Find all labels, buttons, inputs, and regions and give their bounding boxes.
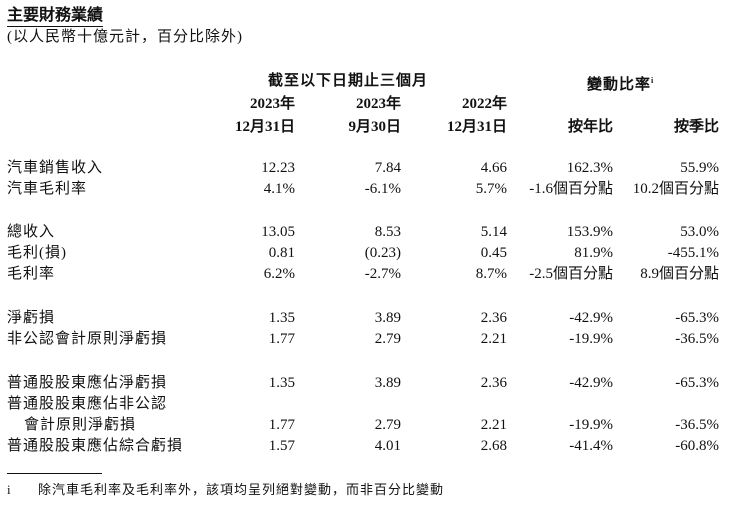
cell-value: 2.79 xyxy=(374,331,401,347)
change-group-header: 變動比率i xyxy=(587,71,654,95)
cell-value: 4.1% xyxy=(263,181,295,197)
row-label: 毛利(損) xyxy=(7,245,67,261)
footnote-marker: i xyxy=(651,76,655,85)
cell-value: 1.77 xyxy=(268,331,295,347)
cell-value: 8.9個百分點 xyxy=(640,266,719,282)
table-row: 普通股股東應佔綜合虧損 1.57 4.01 2.68 -41.4% -60.8% xyxy=(0,436,733,457)
cell-value: 12.23 xyxy=(261,160,295,176)
cell-value: -19.9% xyxy=(569,417,613,433)
row-label: 普通股股東應佔綜合虧損 xyxy=(7,438,184,454)
cell-value: 3.89 xyxy=(374,310,401,326)
page-title: 主要財務業績 xyxy=(7,6,104,27)
footnote-marker: i xyxy=(7,482,11,497)
row-label: 淨虧損 xyxy=(7,310,56,326)
cell-value: -65.3% xyxy=(675,310,719,326)
cell-value: -42.9% xyxy=(569,375,613,391)
cell-value: -60.8% xyxy=(675,438,719,454)
cell-value: 0.81 xyxy=(268,245,295,261)
footnote-divider xyxy=(7,473,102,474)
cell-value: 10.2個百分點 xyxy=(632,181,719,197)
table-row: 淨虧損 1.35 3.89 2.36 -42.9% -65.3% xyxy=(0,308,733,329)
table-row: 總收入 13.05 8.53 5.14 153.9% 53.0% xyxy=(0,222,733,243)
row-label: 汽車銷售收入 xyxy=(7,160,104,176)
cell-value: 5.7% xyxy=(475,181,507,197)
cell-value: 153.9% xyxy=(566,224,613,240)
cell-value: -42.9% xyxy=(569,310,613,326)
subtitle: (以人民幣十億元計，百分比除外) xyxy=(7,29,243,45)
cell-value: 2.36 xyxy=(480,310,507,326)
table-row: 普通股股東應佔非公認會計原則淨虧損 1.77 2.79 2.21 -19.9% -36.5… xyxy=(0,396,733,436)
cell-value: 55.9% xyxy=(680,160,719,176)
row-label: 總收入 xyxy=(7,224,56,240)
cell-value: -36.5% xyxy=(675,331,719,347)
cell-value: 4.01 xyxy=(374,438,401,454)
cell-value: 2.36 xyxy=(480,375,507,391)
cell-value: 3.89 xyxy=(374,375,401,391)
cell-value: -19.9% xyxy=(569,331,613,347)
cell-value: 0.45 xyxy=(480,245,507,261)
cell-value: 1.35 xyxy=(268,375,295,391)
col2-date: 9月30日 xyxy=(348,119,401,135)
cell-value: 4.66 xyxy=(480,160,507,176)
cell-value: 2.68 xyxy=(480,438,507,454)
qoq-header: 按季比 xyxy=(673,119,719,135)
cell-value: -6.1% xyxy=(364,181,401,197)
footnote-text: 除汽車毛利率及毛利率外，該項均呈列絕對變動，而非百分比變動 xyxy=(38,482,445,497)
col3-date: 12月31日 xyxy=(446,119,507,135)
cell-value: 5.14 xyxy=(480,224,507,240)
change-group-label: 變動比率 xyxy=(587,77,652,93)
cell-value: 1.77 xyxy=(268,417,295,433)
cell-value: -65.3% xyxy=(675,375,719,391)
table-row: 非公認會計原則淨虧損 1.77 2.79 2.21 -19.9% -36.5% xyxy=(0,329,733,350)
cell-value: 13.05 xyxy=(261,224,295,240)
cell-value: 81.9% xyxy=(574,245,613,261)
row-label: 汽車毛利率 xyxy=(7,181,88,197)
cell-value: -41.4% xyxy=(569,438,613,454)
row-label-cont: 會計原則淨虧損 xyxy=(24,417,137,433)
cell-value: (0.23) xyxy=(364,245,401,261)
cell-value: 53.0% xyxy=(680,224,719,240)
col3-year: 2022年 xyxy=(461,96,507,112)
cell-value: -2.7% xyxy=(364,266,401,282)
row-label: 非公認會計原則淨虧損 xyxy=(7,331,168,347)
cell-value: 2.79 xyxy=(374,417,401,433)
cell-value: 2.21 xyxy=(480,331,507,347)
table-row: 汽車毛利率 4.1% -6.1% 5.7% -1.6個百分點 10.2個百分點 xyxy=(0,179,733,200)
cell-value: 7.84 xyxy=(374,160,401,176)
table-row: 毛利率 6.2% -2.7% 8.7% -2.5個百分點 8.9個百分點 xyxy=(0,264,733,285)
table-row: 普通股股東應佔淨虧損 1.35 3.89 2.36 -42.9% -65.3% xyxy=(0,373,733,394)
row-label: 普通股股東應佔淨虧損 xyxy=(7,375,168,391)
col1-date: 12月31日 xyxy=(234,119,295,135)
cell-value: 8.7% xyxy=(475,266,507,282)
cell-value: 162.3% xyxy=(566,160,613,176)
period-group-header: 截至以下日期止三個月 xyxy=(268,73,429,89)
cell-value: -1.6個百分點 xyxy=(529,181,613,197)
cell-value: 8.53 xyxy=(374,224,401,240)
cell-value: -36.5% xyxy=(675,417,719,433)
cell-value: 1.35 xyxy=(268,310,295,326)
yoy-header: 按年比 xyxy=(567,119,613,135)
cell-value: -2.5個百分點 xyxy=(529,266,613,282)
col2-year: 2023年 xyxy=(355,96,401,112)
cell-value: 2.21 xyxy=(480,417,507,433)
cell-value: 1.57 xyxy=(268,438,295,454)
row-label: 普通股股東應佔非公認 xyxy=(7,396,168,412)
row-label: 毛利率 xyxy=(7,266,56,282)
table-row: 汽車銷售收入 12.23 7.84 4.66 162.3% 55.9% xyxy=(0,158,733,179)
cell-value: -455.1% xyxy=(667,245,719,261)
cell-value: 6.2% xyxy=(263,266,295,282)
col1-year: 2023年 xyxy=(249,96,295,112)
table-row: 毛利(損) 0.81 (0.23) 0.45 81.9% -455.1% xyxy=(0,243,733,264)
